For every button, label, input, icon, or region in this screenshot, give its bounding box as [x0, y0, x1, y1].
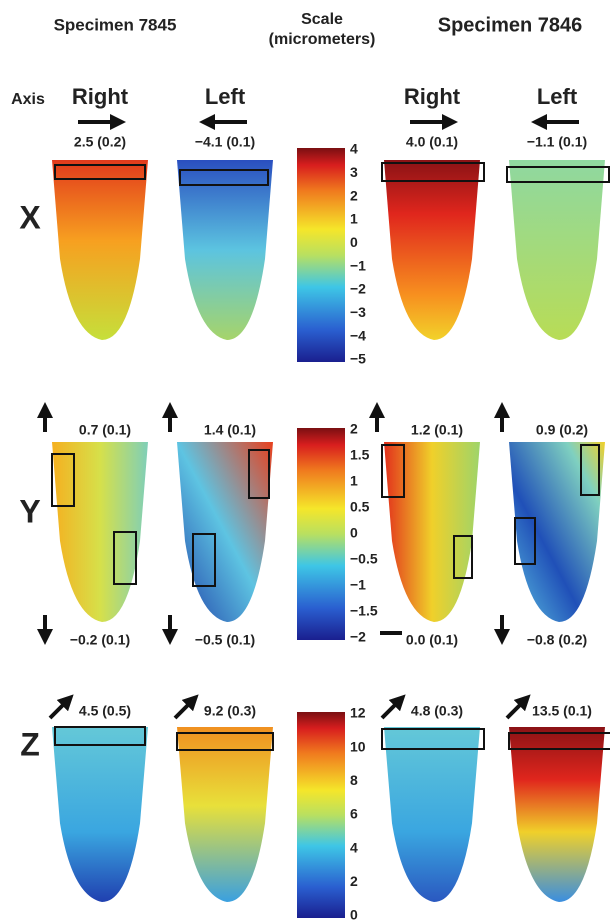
- value-label: −4.1 (0.1): [195, 134, 255, 150]
- scale-tick-label: 2: [350, 873, 358, 889]
- scale-tick-label: 0: [350, 525, 358, 541]
- scale-tick-label: 1.5: [350, 447, 370, 463]
- scale-tick-label: 4: [350, 141, 358, 157]
- scale-tick-label: 6: [350, 806, 358, 822]
- value-label: −0.8 (0.2): [527, 632, 587, 648]
- specimen-title: Specimen 7846: [438, 14, 583, 36]
- scale-tick-label: 0.5: [350, 499, 370, 515]
- value-label: 9.2 (0.3): [204, 703, 256, 719]
- direction-arrow: [507, 700, 525, 718]
- value-label: 0.7 (0.1): [79, 422, 131, 438]
- axis-letter: X: [19, 199, 41, 235]
- map-panel: [177, 727, 273, 902]
- direction-label: Right: [404, 84, 461, 109]
- direction-label: Right: [72, 84, 129, 109]
- color-scale: [297, 712, 345, 918]
- figure: Specimen 7845 Scale (micrometers) Specim…: [0, 0, 610, 923]
- value-label: 1.4 (0.1): [204, 422, 256, 438]
- map-panel: [177, 442, 273, 622]
- scale-tick-label: 3: [350, 164, 358, 180]
- value-label: −0.5 (0.1): [195, 632, 255, 648]
- map-panel: [177, 160, 273, 340]
- direction-label: Left: [205, 84, 246, 109]
- map-panel: [509, 442, 605, 622]
- scale-unit: (micrometers): [269, 31, 376, 48]
- map-panel: [509, 727, 605, 902]
- axis-letter: Z: [20, 726, 40, 762]
- map-panel: [52, 160, 148, 340]
- direction-arrow: [382, 700, 400, 718]
- specimen-title: Specimen 7845: [54, 15, 177, 34]
- map-panel: [384, 727, 480, 902]
- scale-tick-label: −1: [350, 257, 366, 273]
- scale-tick-label: −1: [350, 577, 366, 593]
- scale-tick-label: 4: [350, 839, 358, 855]
- direction-arrow: [50, 700, 68, 718]
- axis-letter: Y: [19, 493, 40, 529]
- scale-tick-label: 2: [350, 187, 358, 203]
- scale-tick-label: 8: [350, 772, 358, 788]
- map-panel: [384, 442, 480, 622]
- scale-tick-label: −2: [350, 281, 366, 297]
- map-panel: [509, 160, 605, 340]
- direction-arrow: [175, 700, 193, 718]
- value-label: 4.0 (0.1): [406, 134, 458, 150]
- color-scale: [297, 148, 345, 362]
- scale-tick-label: 10: [350, 738, 366, 754]
- scale-tick-label: 0: [350, 907, 358, 923]
- scale-tick-label: −5: [350, 351, 366, 367]
- map-panel: [384, 160, 480, 340]
- value-label: 4.8 (0.3): [411, 703, 463, 719]
- scale-tick-label: 12: [350, 705, 366, 721]
- scale-tick-label: 1: [350, 211, 358, 227]
- map-panel: [52, 727, 148, 902]
- scale-tick-label: 2: [350, 421, 358, 437]
- scale-tick-label: 0: [350, 234, 358, 250]
- direction-label: Left: [537, 84, 578, 109]
- scale-tick-label: −4: [350, 327, 366, 343]
- value-label: 1.2 (0.1): [411, 422, 463, 438]
- scale-tick-label: 1: [350, 473, 358, 489]
- value-label: 0.9 (0.2): [536, 422, 588, 438]
- value-label: 0.0 (0.1): [406, 632, 458, 648]
- value-label: −1.1 (0.1): [527, 134, 587, 150]
- value-label: 4.5 (0.5): [79, 703, 131, 719]
- scale-tick-label: −2: [350, 629, 366, 645]
- scale-tick-label: −3: [350, 304, 366, 320]
- color-scale: [297, 428, 345, 640]
- value-label: 2.5 (0.2): [74, 134, 126, 150]
- axis-label: Axis: [11, 91, 45, 108]
- scale-tick-label: −1.5: [350, 603, 378, 619]
- scale-title: Scale: [301, 11, 343, 28]
- value-label: −0.2 (0.1): [70, 632, 130, 648]
- scale-tick-label: −0.5: [350, 551, 378, 567]
- value-label: 13.5 (0.1): [532, 703, 592, 719]
